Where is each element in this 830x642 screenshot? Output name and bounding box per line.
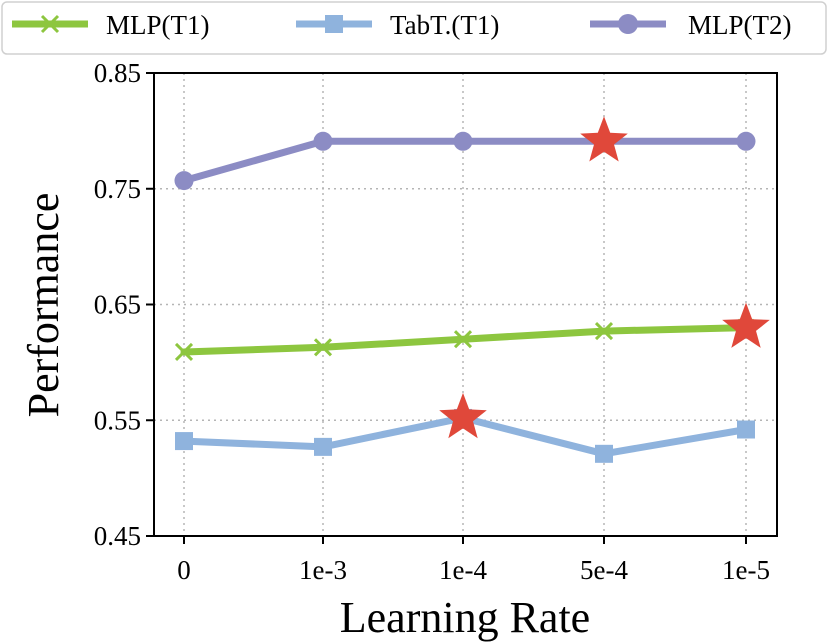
- legend-label-mlp-t2: MLP(T2): [688, 10, 792, 40]
- legend-label-tabt-t1: TabT.(T1): [390, 10, 499, 40]
- data-point-tabt-t1: [595, 444, 613, 463]
- data-point-mlp-t1: [594, 322, 614, 341]
- best-star-marker-tabt-t1: [439, 392, 487, 439]
- data-point-mlp-t1: [453, 330, 473, 349]
- x-tick-label: 0: [177, 555, 191, 585]
- legend-entry-tabt-t1: TabT.(T1): [296, 10, 499, 40]
- legend-label-mlp-t1: MLP(T1): [106, 10, 210, 40]
- legend-entry-mlp-t1: MLP(T1): [12, 10, 210, 40]
- data-point-mlp-t2: [313, 131, 333, 151]
- data-point-mlp-t2: [736, 131, 756, 151]
- data-point-mlp-t2: [453, 131, 473, 151]
- y-tick-label: 0.45: [94, 521, 141, 551]
- y-tick-label: 0.65: [94, 290, 141, 320]
- data-point-tabt-t1: [175, 432, 193, 451]
- legend: MLP(T1) TabT.(T1) MLP(T2): [1, 1, 827, 55]
- y-tick-label: 0.75: [94, 174, 141, 204]
- data-point-tabt-t1: [314, 437, 332, 456]
- y-tick-label: 0.85: [94, 58, 141, 88]
- legend-x-marker-mlp-t1: [40, 14, 60, 34]
- best-markers-layer: [439, 116, 770, 439]
- data-point-tabt-t1: [737, 420, 755, 439]
- data-point-mlp-t1: [313, 338, 333, 357]
- x-tick-label: 1e-3: [299, 555, 347, 585]
- y-axis-title: Performance: [19, 193, 68, 418]
- legend-circle-marker-mlp-t2: [618, 14, 638, 34]
- best-star-marker-mlp-t2: [580, 116, 628, 162]
- x-tick-label: 5e-4: [580, 555, 628, 585]
- legend-square-marker-tabt-t1: [325, 15, 343, 33]
- legend-entry-mlp-t2: MLP(T2): [590, 10, 792, 40]
- tick-layer: 0 1e-3 1e-4 5e-4 1e-5 0.45 0.55 0.65 0.75 0.85: [94, 58, 770, 585]
- x-tick-label: 1e-5: [722, 555, 770, 585]
- data-point-mlp-t1: [174, 342, 194, 362]
- x-axis-title: Learning Rate: [340, 593, 590, 642]
- y-tick-label: 0.55: [94, 405, 141, 435]
- best-star-marker-mlp-t1: [722, 302, 770, 348]
- data-point-mlp-t2: [174, 171, 194, 191]
- legend-frame: [1, 1, 827, 55]
- x-tick-label: 1e-4: [439, 555, 487, 585]
